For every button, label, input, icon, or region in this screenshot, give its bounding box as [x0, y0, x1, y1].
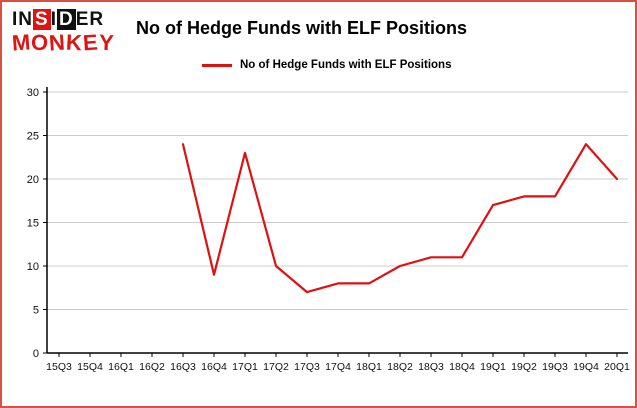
- logo-monkey: MONKEY: [11, 29, 116, 56]
- chart-title: No of Hedge Funds with ELF Positions: [136, 18, 467, 38]
- logo-letter: R: [89, 9, 105, 30]
- x-axis-label: 18Q4: [449, 361, 475, 373]
- legend-label: No of Hedge Funds with ELF Positions: [240, 59, 452, 71]
- x-axis-label: 17Q2: [263, 361, 289, 373]
- logo-letter: I: [12, 9, 19, 30]
- logo-letter: M: [11, 29, 33, 56]
- x-axis-label: 17Q3: [294, 361, 320, 373]
- data-line: [181, 143, 619, 294]
- insider-monkey-logo: IN S I D ER MONKEY: [11, 9, 116, 56]
- x-axis-label: 19Q2: [511, 361, 537, 373]
- x-axis-label: 19Q3: [542, 361, 568, 373]
- x-axis-label: 18Q1: [356, 361, 382, 373]
- x-axis-label: 18Q2: [387, 361, 413, 373]
- x-axis-label: 19Q1: [480, 361, 506, 373]
- x-axis-label: 16Q4: [201, 361, 227, 373]
- line-chart: 0 5 10 15 20 25 30 15Q3 15Q4 16Q1 16Q2 16Q3 16Q4 17Q1…: [27, 87, 630, 373]
- logo-letter: E: [75, 9, 90, 30]
- x-axis-label: 15Q4: [77, 361, 103, 373]
- y-axis-label: 5: [33, 305, 39, 317]
- x-axis-label: 17Q4: [325, 361, 351, 373]
- logo-letter: N: [18, 9, 34, 30]
- logo-letter: O: [30, 29, 51, 56]
- logo-letter: N: [48, 29, 68, 56]
- y-axis-label: 20: [27, 174, 39, 186]
- y-axis-label: 30: [27, 87, 39, 99]
- logo-letter: S: [33, 9, 51, 30]
- x-axis-label: 19Q4: [573, 361, 599, 373]
- x-axis-label: 17Q1: [232, 361, 258, 373]
- logo-letter: D: [56, 9, 76, 30]
- logo-letter: I: [50, 9, 57, 30]
- x-axis-label: 20Q1: [604, 361, 630, 373]
- x-axis-label: 16Q2: [139, 361, 165, 373]
- logo-letter: E: [82, 29, 100, 56]
- legend-line-swatch: [202, 63, 232, 67]
- y-axis-label: 25: [27, 131, 39, 143]
- y-axis-label: 10: [27, 261, 39, 273]
- y-axis-label: 15: [27, 218, 39, 230]
- y-axis-label: 0: [33, 348, 39, 360]
- x-axis-label: 16Q1: [108, 361, 134, 373]
- x-axis-label: 16Q3: [170, 361, 196, 373]
- logo-insider: IN S I D ER: [12, 9, 115, 30]
- x-axis-label: 18Q3: [418, 361, 444, 373]
- logo-letter: Y: [98, 29, 116, 56]
- x-axis-label: 15Q3: [46, 361, 72, 373]
- chart-legend: No of Hedge Funds with ELF Positions: [202, 59, 451, 71]
- logo-letter: K: [65, 29, 84, 56]
